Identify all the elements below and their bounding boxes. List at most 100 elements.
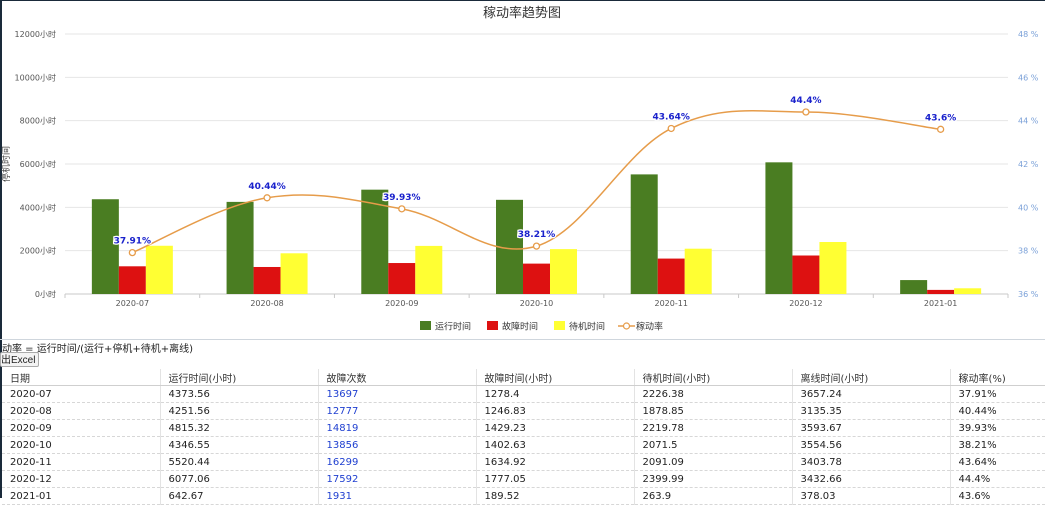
bar-待机时间[interactable] [954,288,982,294]
cell-standby-time: 263.9 [633,487,792,505]
cell-fault-time: 1634.92 [475,453,634,471]
cell-run-time: 4373.56 [159,385,318,403]
line-point[interactable] [936,125,945,133]
cell-fault-count[interactable]: 12777 [317,402,476,420]
data-label: 43.64% [652,112,690,122]
line-point[interactable] [263,194,271,202]
cell-utilization: 44.4% [949,470,1045,488]
line-point[interactable] [667,124,675,133]
cell-utilization: 43.6% [949,487,1045,505]
y2-tick-label: 44 % [1018,117,1039,126]
x-tick-label: 2020-12 [789,299,822,308]
bar-故障时间[interactable] [927,289,955,294]
cell-fault-time: 189.52 [475,487,634,505]
cell-run-time: 642.67 [159,487,318,505]
cell-standby-time: 2219.78 [633,419,792,437]
bar-故障时间[interactable] [792,255,820,294]
y2-tick-label: 46 % [1018,73,1039,82]
legend-label: 待机时间 [569,321,605,333]
cell-date: 2020-12 [2,470,160,488]
table-row: 2021-01 642.67 1931 189.52 263.9 378.03 43.6% [2,487,1045,505]
cell-fault-count[interactable]: 14819 [317,419,476,437]
column-header-utilization[interactable]: 稼动率(%) [949,369,1045,386]
cell-standby-time: 1878.85 [633,402,792,420]
y2-tick-label: 40 % [1018,203,1039,212]
cell-utilization: 43.64% [949,453,1045,471]
cell-standby-time: 2226.38 [633,385,792,403]
y-tick-label: 2000小时 [20,246,56,256]
column-header-run-time[interactable]: 运行时间(小时) [159,369,318,386]
bar-故障时间[interactable] [118,266,146,294]
cell-date: 2020-11 [2,453,160,471]
cell-fault-count[interactable]: 16299 [317,453,476,471]
column-header-date[interactable]: 日期 [2,369,160,386]
column-header-standby-time[interactable]: 待机时间(小时) [633,369,792,386]
bar-待机时间[interactable] [550,249,577,294]
table-row: 2020-11 5520.44 16299 1634.92 2091.09 3403.78… [2,453,1045,471]
y-tick-label: 10000小时 [15,72,56,82]
y2-tick-label: 38 % [1018,247,1039,256]
bar-待机时间[interactable] [415,245,443,294]
legend-swatch [420,321,431,330]
bar-故障时间[interactable] [388,263,416,294]
cell-fault-time: 1278.4 [475,385,634,403]
bar-待机时间[interactable] [280,253,308,294]
table-row: 2020-12 6077.06 17592 1777.05 2399.99 3432.66… [2,470,1045,488]
x-tick-label: 2020-11 [654,299,687,308]
line-point[interactable] [128,248,137,257]
line-point[interactable] [398,205,406,213]
cell-fault-time: 1246.83 [475,402,634,420]
cell-fault-time: 1429.23 [475,419,634,437]
bar-故障时间[interactable] [253,266,281,294]
bar-运行时间[interactable] [91,199,119,294]
bar-运行时间[interactable] [765,162,793,294]
y2-tick-label: 36 % [1018,290,1039,299]
line-point[interactable] [802,108,810,116]
table-header-row: 日期 运行时间(小时) 故障次数 故障时间(小时) 待机时间(小时) 离线时间(… [2,369,1045,386]
cell-fault-time: 1777.05 [475,470,634,488]
bar-运行时间[interactable] [630,174,658,294]
cell-date: 2020-07 [2,385,160,403]
bar-待机时间[interactable] [684,248,712,294]
column-header-fault-count[interactable]: 故障次数 [317,369,476,386]
column-header-offline-time[interactable]: 离线时间(小时) [791,369,950,386]
cell-fault-time: 1402.63 [475,436,634,454]
data-label: 38.21% [518,230,556,240]
y-axis-label: 停机时间 [0,146,12,182]
bar-运行时间[interactable] [361,189,389,294]
data-label: 44.4% [790,96,821,106]
export-excel-button[interactable]: 出Excel [0,352,40,367]
x-tick-label: 2021-01 [924,299,957,308]
chart-title: 稼动率趋势图 [483,5,561,21]
y2-tick-label: 48 % [1018,30,1039,39]
bar-待机时间[interactable] [145,245,173,294]
cell-run-time: 4251.56 [159,402,318,420]
cell-utilization: 39.93% [949,419,1045,437]
cell-fault-count[interactable]: 17592 [317,470,476,488]
cell-fault-count[interactable]: 1931 [317,487,476,505]
cell-date: 2020-08 [2,402,160,420]
bar-待机时间[interactable] [819,242,847,294]
bar-运行时间[interactable] [226,201,254,294]
formula-text: 动率 = 运行时间/(运行+停机+待机+离线) [2,344,194,355]
section-divider [0,339,1045,340]
line-point[interactable] [532,242,541,250]
legend-marker [622,322,631,330]
cell-fault-count[interactable]: 13856 [317,436,476,454]
bar-故障时间[interactable] [657,258,685,294]
cell-fault-count[interactable]: 13697 [317,385,476,403]
cell-offline-time: 3657.24 [791,385,950,403]
column-header-fault-time[interactable]: 故障时间(小时) [475,369,634,386]
table-row: 2020-08 4251.56 12777 1246.83 1878.85 3135.35… [2,402,1045,420]
legend-label: 故障时间 [502,321,538,333]
cell-standby-time: 2399.99 [633,470,792,488]
cell-run-time: 4346.55 [159,436,318,454]
cell-offline-time: 378.03 [791,487,950,505]
table-row: 2020-09 4815.32 14819 1429.23 2219.78 3593.67… [2,419,1045,437]
bar-运行时间[interactable] [900,280,928,294]
legend-label: 运行时间 [435,321,471,333]
bar-故障时间[interactable] [523,263,550,294]
cell-run-time: 4815.32 [159,419,318,437]
cell-run-time: 5520.44 [159,453,318,471]
cell-date: 2021-01 [2,487,160,505]
